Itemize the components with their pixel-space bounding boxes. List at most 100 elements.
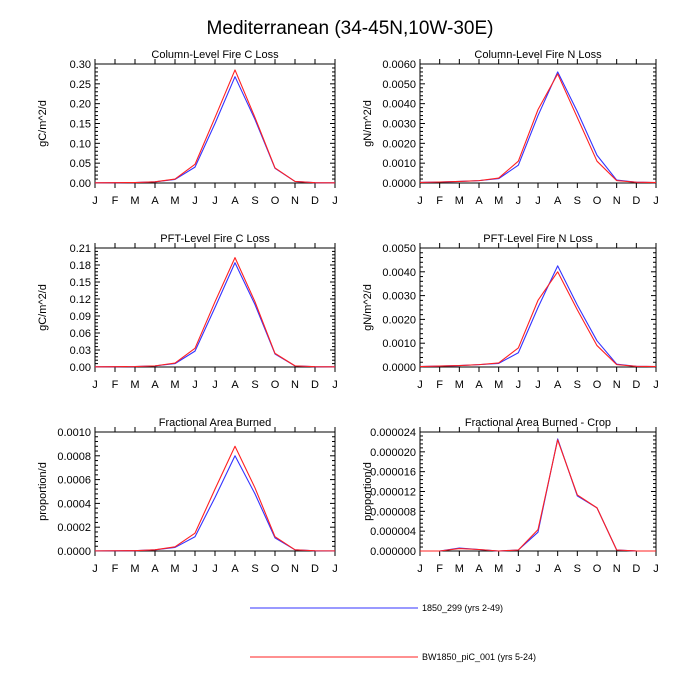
x-tick-label-5: N [291,563,299,575]
x-tick-label-1: F [112,195,119,207]
x-tick-label-3: D [311,379,319,391]
x-tick-label-5: A [231,563,239,575]
y-tick-label-2: 0.0050 [382,79,416,91]
y-tick-label-3: 0.09 [70,311,91,323]
plot-frame-5 [94,431,336,552]
y-tick-label-6: 0.000012 [370,487,416,499]
x-tick-label-4: M [494,379,503,391]
y-tick-label-2: 0.0020 [382,138,416,150]
y-tick-label-4: 0.0050 [382,243,416,255]
series-line-4-2 [419,271,657,368]
x-tick-label-3: N [291,379,299,391]
y-tick-label-1: 0.10 [70,138,91,150]
legend-entry-2: BW1850_piC_001 (yrs 5-24) [250,652,536,662]
y-tick-label-1: 0.00 [70,178,91,190]
y-tick-label-6: 0.000000 [370,546,416,558]
x-tick-label-1: M [130,195,139,207]
y-tick-label-3: 0.00 [70,362,91,374]
x-tick-label-2: J [653,195,659,207]
y-tick-label-5: 0.0008 [57,451,91,463]
panel-title-1: Column-Level Fire C Loss [151,49,279,61]
x-tick-label-1: J [92,195,98,207]
x-tick-label-1: D [311,195,319,207]
x-tick-label-2: A [554,195,562,207]
series-line-3-2 [94,257,336,368]
x-tick-label-5: D [311,563,319,575]
y-tick-label-2: 0.0040 [382,99,416,111]
x-tick-label-2: N [613,195,621,207]
x-tick-label-1: J [192,195,198,207]
y-tick-label-4: 0.0040 [382,267,416,279]
chart-panel-3: PFT-Level Fire C Loss gC/m^2/d 0.00 0.03 0.0… [37,233,338,391]
chart-panel-2: Column-Level Fire N Loss gN/m^2/d 0.0000 0.… [362,49,659,207]
y-tick-label-5: 0.0002 [57,522,91,534]
y-tick-label-2: 0.0060 [382,59,416,71]
y-tick-label-3: 0.21 [70,243,91,255]
panel-title-3: PFT-Level Fire C Loss [160,233,270,245]
y-tick-label-2: 0.0010 [382,158,416,170]
y-tick-label-3: 0.18 [70,260,91,272]
x-tick-label-3: J [92,379,98,391]
series-line-3-1 [94,262,336,368]
series-line-5-2 [94,445,336,552]
y-tick-label-6: 0.000020 [370,447,416,459]
y-tick-label-5: 0.0006 [57,475,91,487]
x-tick-label-3: F [112,379,119,391]
x-tick-label-5: M [170,563,179,575]
figure-title: Mediterranean (34-45N,10W-30E) [207,18,494,39]
y-tick-label-6: 0.000016 [370,467,416,479]
x-tick-label-6: O [593,563,602,575]
x-tick-label-6: A [475,563,483,575]
series-line-6-2 [420,439,656,552]
x-tick-label-6: M [455,563,464,575]
x-tick-label-1: S [251,195,258,207]
y-axis-label-5: proportion/d [37,462,49,521]
x-tick-label-4: N [613,379,621,391]
x-tick-label-2: F [436,195,443,207]
x-tick-label-1: J [332,195,338,207]
x-tick-label-2: J [417,195,423,207]
x-tick-label-6: A [554,563,562,575]
x-tick-label-4: A [554,379,562,391]
legend-label-2: BW1850_piC_001 (yrs 5-24) [422,652,536,662]
chart-panel-1: Column-Level Fire C Loss gC/m^2/d 0.00 0.05… [37,49,338,207]
x-tick-label-6: J [653,563,659,575]
x-tick-label-5: A [151,563,159,575]
x-tick-label-6: F [436,563,443,575]
y-tick-label-4: 0.0000 [382,362,416,374]
x-tick-label-3: M [170,379,179,391]
x-tick-label-1: O [271,195,280,207]
x-tick-label-2: O [593,195,602,207]
x-tick-label-6: S [574,563,581,575]
y-tick-label-4: 0.0020 [382,314,416,326]
y-tick-label-5: 0.0004 [57,498,91,510]
x-tick-label-5: J [192,563,198,575]
legend-entry-1: 1850_299 (yrs 2-49) [250,603,503,613]
x-tick-label-4: M [455,379,464,391]
series-line-4-1 [419,265,657,368]
series-line-5-1 [94,455,336,552]
x-tick-label-3: A [231,379,239,391]
x-tick-label-6: D [632,563,640,575]
x-tick-label-6: J [516,563,522,575]
x-tick-label-1: M [170,195,179,207]
y-tick-label-6: 0.000008 [370,506,416,518]
x-tick-label-2: M [455,195,464,207]
y-tick-label-6: 0.000004 [370,526,416,538]
y-tick-label-2: 0.0030 [382,119,416,131]
chart-panel-5: Fractional Area Burned proportion/d 0.0000… [37,417,338,575]
panel-title-4: PFT-Level Fire N Loss [483,233,593,245]
x-tick-label-5: O [271,563,280,575]
x-tick-label-2: A [475,195,483,207]
y-tick-label-3: 0.03 [70,345,91,357]
series-line-1-1 [94,76,336,184]
x-tick-label-4: A [475,379,483,391]
x-tick-label-1: A [231,195,239,207]
x-tick-label-1: J [212,195,218,207]
x-tick-label-1: N [291,195,299,207]
x-tick-label-3: O [271,379,280,391]
y-tick-label-1: 0.15 [70,119,91,131]
y-tick-label-1: 0.30 [70,59,91,71]
panel-title-2: Column-Level Fire N Loss [474,49,602,61]
